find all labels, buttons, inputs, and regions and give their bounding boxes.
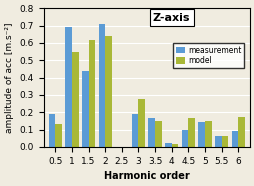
Y-axis label: amplitude of acc [m.s⁻²]: amplitude of acc [m.s⁻²]	[5, 22, 14, 133]
Bar	[131, 114, 138, 147]
Bar	[221, 136, 228, 147]
Bar	[154, 121, 161, 147]
Bar	[165, 143, 171, 147]
Bar	[48, 114, 55, 147]
Bar	[105, 36, 112, 147]
Bar	[231, 131, 237, 147]
Legend: measurement, model: measurement, model	[172, 43, 243, 68]
Bar	[198, 122, 204, 147]
Bar	[171, 144, 178, 147]
Text: Z-axis: Z-axis	[152, 12, 190, 23]
Bar	[72, 52, 78, 147]
Bar	[148, 118, 154, 147]
Bar	[204, 121, 211, 147]
Bar	[55, 124, 62, 147]
Bar	[82, 71, 88, 147]
Bar	[65, 27, 72, 147]
Bar	[188, 118, 194, 147]
X-axis label: Harmonic order: Harmonic order	[104, 171, 189, 181]
Bar	[138, 99, 145, 147]
Bar	[88, 39, 95, 147]
Bar	[98, 24, 105, 147]
Bar	[181, 129, 188, 147]
Bar	[237, 117, 244, 147]
Bar	[214, 136, 221, 147]
